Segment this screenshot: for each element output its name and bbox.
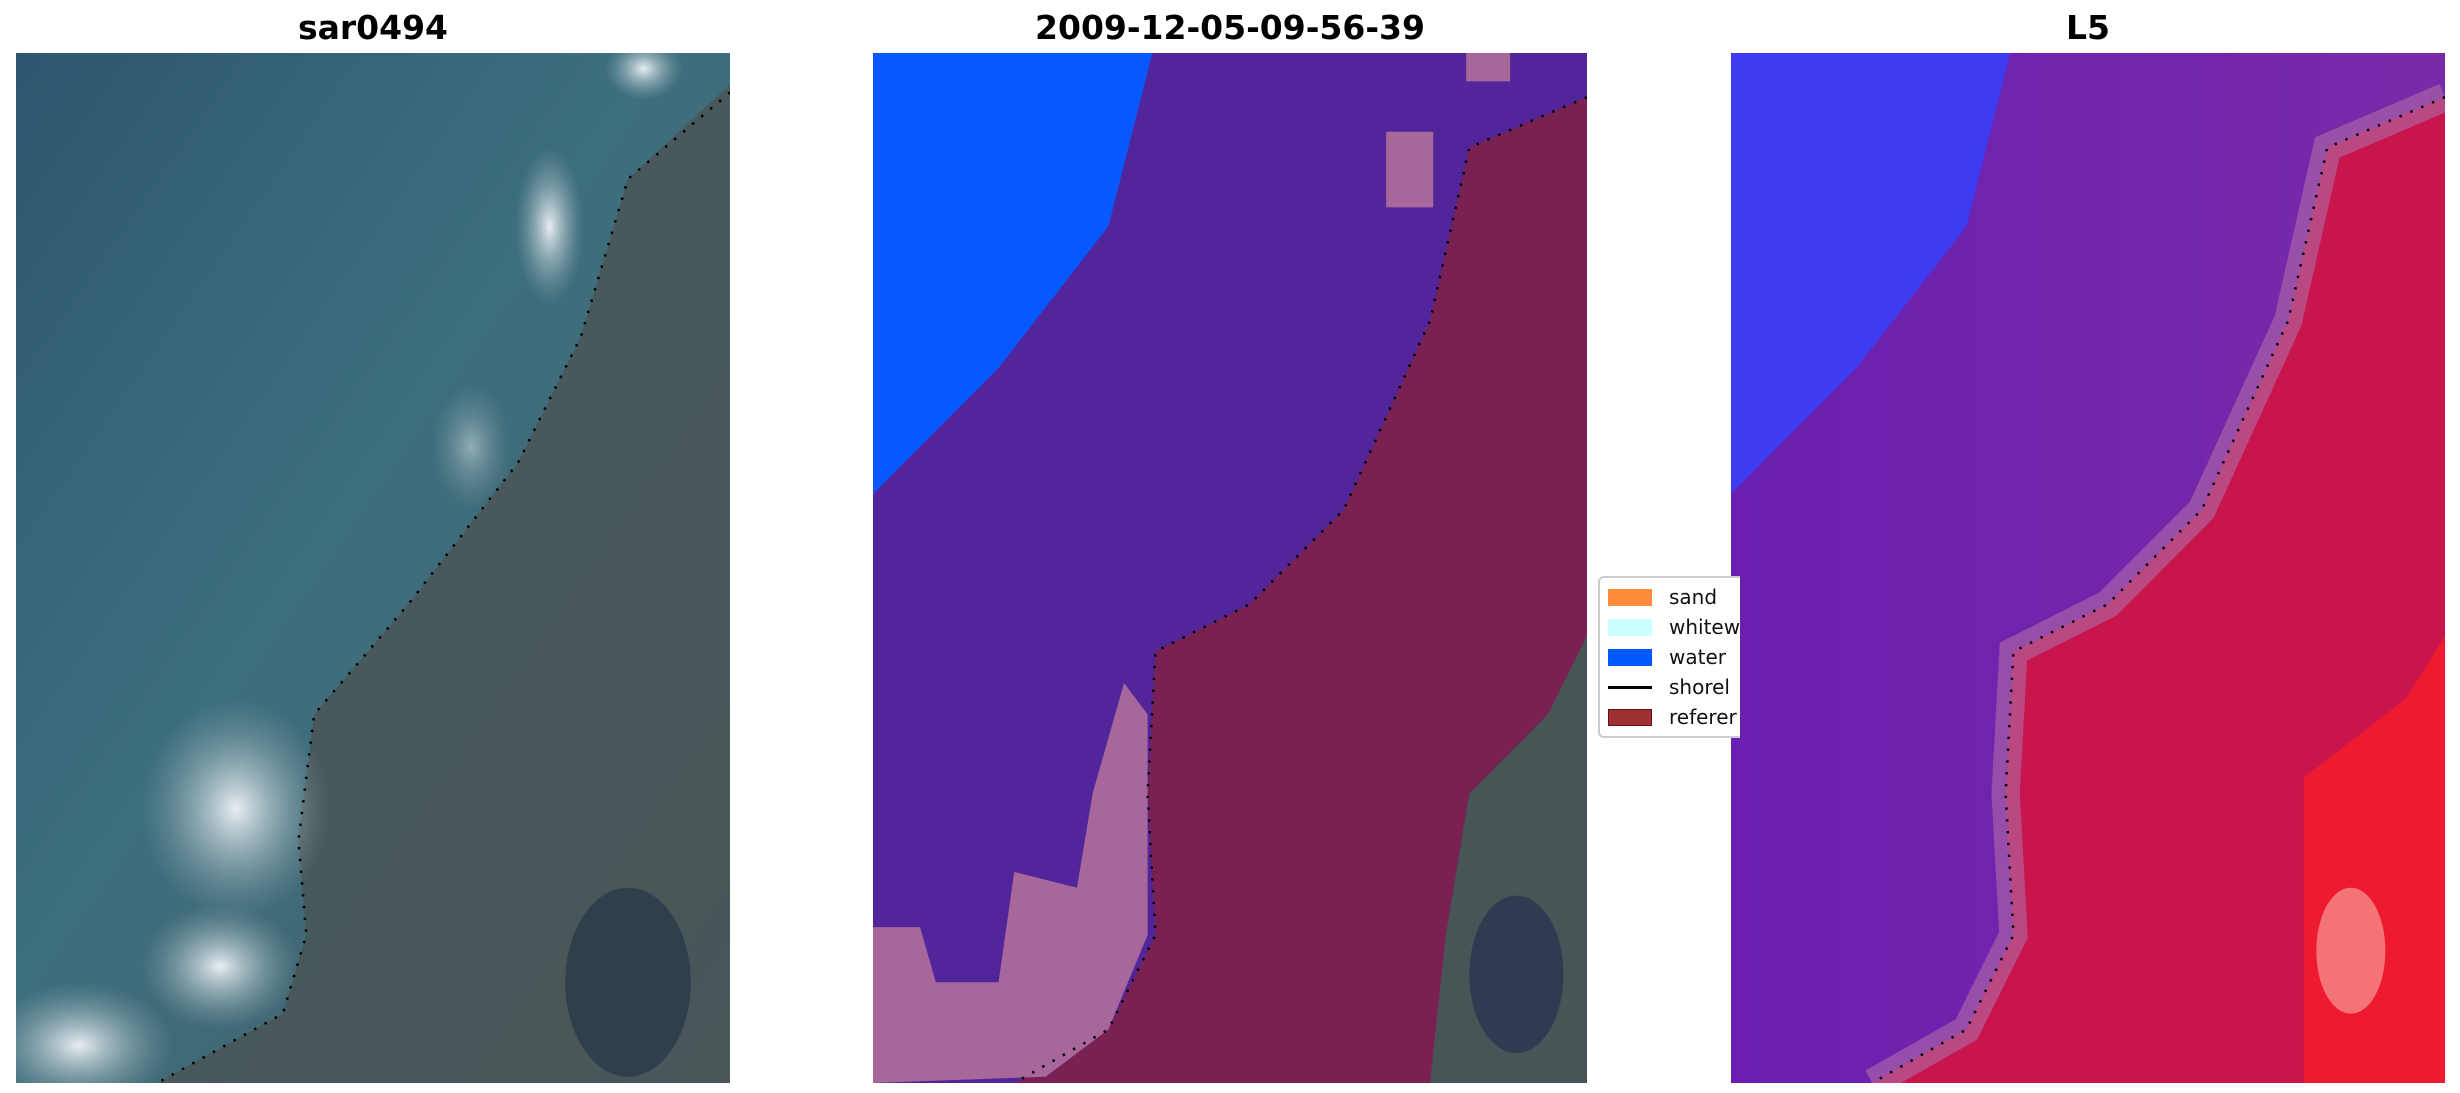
panel-title-probability: L5 xyxy=(2066,8,2110,47)
legend-swatch xyxy=(1608,708,1652,726)
legend-item-reference: referer xyxy=(1608,704,1737,730)
probability-panel xyxy=(1731,53,2445,1083)
legend-swatch xyxy=(1608,618,1652,636)
panel-title-classification: 2009-12-05-09-56-39 xyxy=(1035,8,1425,47)
legend-label: referer xyxy=(1669,705,1737,729)
legend-label: sand xyxy=(1669,585,1718,609)
legend-label: shorel xyxy=(1669,675,1730,699)
legend-item-water: water xyxy=(1608,644,1726,670)
legend-swatch xyxy=(1608,648,1652,666)
panel-title-image: sar0494 xyxy=(297,8,449,47)
legend-swatch xyxy=(1608,588,1652,606)
legend-label: water xyxy=(1669,645,1726,669)
classification-panel xyxy=(873,53,1587,1083)
legend: sand whitew water shorel referer xyxy=(1598,576,1740,738)
legend-label: whitew xyxy=(1669,615,1740,639)
legend-item-whitewater: whitew xyxy=(1608,614,1740,640)
legend-line xyxy=(1608,685,1652,689)
legend-item-shoreline: shorel xyxy=(1608,674,1730,700)
satellite-image-panel xyxy=(16,53,730,1083)
legend-item-sand: sand xyxy=(1608,584,1717,610)
